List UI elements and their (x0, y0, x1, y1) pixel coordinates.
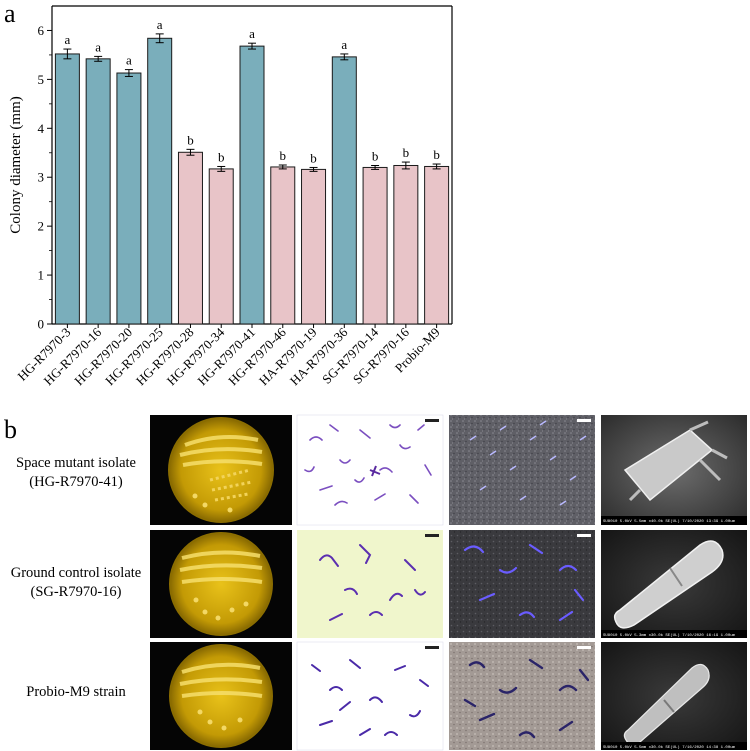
sem-image-ground: SU8010 5.0kV 5.3mm x30.0k SE(UL) 7/10/20… (601, 530, 747, 638)
significance-label: b (187, 132, 194, 147)
panel-label-b: b (4, 415, 17, 444)
y-tick-label: 2 (38, 219, 45, 234)
bar (270, 166, 296, 325)
y-tick-label: 3 (38, 170, 45, 185)
bar-plot: 0123456aHG-R7970-3aHG-R7970-16aHG-R7970-… (14, 5, 453, 388)
row-label-ground-line1: Ground control isolate (11, 565, 141, 581)
significance-label: b (433, 147, 440, 162)
bar (362, 166, 388, 325)
microscope-image-space (449, 415, 595, 525)
row-label-space-line1: Space mutant isolate (16, 455, 136, 471)
plate-image-space (150, 415, 292, 525)
bar (424, 165, 450, 325)
sem-caption-space: SU8010 5.0kV 5.5mm x40.0k SE(UL) 7/10/20… (603, 519, 736, 524)
significance-label: a (341, 37, 347, 52)
bar (393, 164, 419, 325)
sem-caption-probio: SU8010 5.0kV 5.5mm x30.0k SE(UL) 7/16/20… (603, 745, 736, 750)
bar (116, 72, 142, 325)
y-tick-label: 4 (38, 121, 45, 136)
panel-label-a: a (4, 0, 16, 28)
y-tick-label: 1 (38, 268, 45, 283)
bar (239, 45, 265, 325)
gram-stain-image-ground (297, 530, 443, 638)
significance-label: a (126, 53, 132, 68)
significance-label: b (218, 149, 225, 164)
significance-label: a (64, 32, 70, 47)
row-label-space-line2: (HG-R7970-41) (29, 474, 123, 490)
y-tick-label: 0 (38, 317, 45, 332)
plate-image-probio (150, 642, 292, 750)
y-tick-label: 5 (38, 72, 45, 87)
bar (54, 53, 80, 325)
bar (208, 168, 234, 325)
significance-label: b (310, 150, 317, 165)
bar (301, 168, 327, 325)
y-axis-title: Colony diameter (mm) (8, 96, 24, 233)
plate-image-ground (150, 530, 292, 638)
bar (85, 58, 111, 325)
y-tick-label: 6 (38, 23, 45, 38)
row-label-probio: Probio-M9 strain (26, 684, 126, 700)
bar (147, 37, 173, 325)
bar (177, 151, 203, 325)
sem-caption-ground: SU8010 5.0kV 5.3mm x30.0k SE(UL) 7/10/20… (603, 633, 736, 638)
bar (331, 56, 357, 325)
gram-stain-image-probio (296, 641, 444, 751)
gram-stain-image-space (296, 414, 444, 526)
significance-label: b (372, 148, 379, 163)
significance-label: b (280, 148, 287, 163)
microscope-image-probio (449, 642, 595, 750)
significance-label: b (403, 145, 410, 160)
sem-image-space: SU8010 5.0kV 5.5mm x40.0k SE(UL) 7/10/20… (601, 415, 747, 525)
sem-image-probio: SU8010 5.0kV 5.5mm x30.0k SE(UL) 7/16/20… (601, 642, 747, 750)
row-label-ground-line2: (SG-R7970-16) (30, 584, 121, 600)
microscope-image-ground (449, 530, 595, 638)
significance-label: a (157, 17, 163, 32)
significance-label: a (249, 26, 255, 41)
significance-label: a (95, 39, 101, 54)
